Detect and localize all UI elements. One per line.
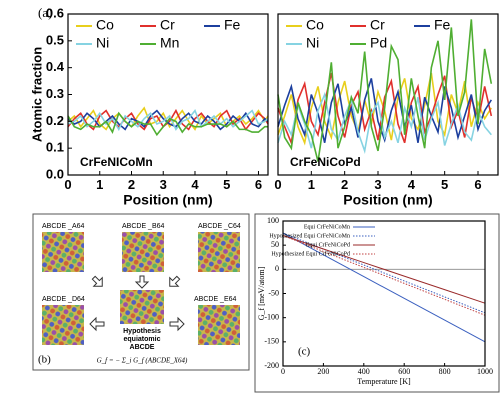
x-tick-label: 1000 <box>477 367 493 376</box>
structure-image <box>198 305 240 345</box>
panel-b: ABCDE _A64 ABCDE _B64 ABCDE _C64 ABCDE _… <box>32 213 250 371</box>
arrow <box>89 316 105 332</box>
x-tick-label: 4 <box>191 177 199 192</box>
legend-label: Hypothesized Equi CrFeNiCoMn <box>269 233 350 239</box>
x-tick-label: 0 <box>281 367 285 376</box>
legend-label: Hypothesized Equi CrFeNiCoPd <box>271 251 350 257</box>
legend-label: Ni <box>96 35 109 51</box>
legend-label: Mn <box>160 35 179 51</box>
center-label: Hypothesis <box>123 328 161 335</box>
node-label: ABCDE _D64 <box>42 296 85 303</box>
x-tick-label: 200 <box>317 367 329 376</box>
y-tick-label: 0.0 <box>46 166 64 181</box>
y-tick-label: 0.6 <box>46 5 64 20</box>
y-tick-label: 0.3 <box>46 86 64 101</box>
annotation: CrFeNiCoPd <box>290 155 361 169</box>
node-label: ABCDE _C64 <box>198 223 241 230</box>
formula: G_f = − Σ_i G_f (ABCDE_X64) <box>97 357 188 365</box>
x-tick-label: 1 <box>308 177 315 192</box>
y-tick-label: 100 <box>267 216 279 225</box>
y-tick-label: -150 <box>264 337 279 346</box>
legend-label: Cr <box>370 17 385 33</box>
arrow <box>91 275 103 287</box>
node-label: ABCDE _E64 <box>194 296 237 303</box>
x-axis-label: Temperature [K] <box>357 377 411 386</box>
x-tick-label: 0 <box>64 177 71 192</box>
x-tick-label: 1 <box>96 177 103 192</box>
legend-label: Cr <box>160 17 175 33</box>
series-line <box>277 91 492 154</box>
y-tick-label: 0.2 <box>46 113 64 128</box>
legend-label: Co <box>306 17 324 33</box>
legend-label: Co <box>96 17 114 33</box>
node-label: ABCDE _A64 <box>42 223 85 230</box>
structure-image <box>122 232 164 272</box>
x-tick-label: 2 <box>128 177 135 192</box>
y-tick-label: 0.5 <box>46 32 64 47</box>
panel-frame <box>254 213 500 393</box>
x-tick-label: 400 <box>358 367 370 376</box>
series-line <box>67 109 269 132</box>
series-line <box>282 232 486 343</box>
annotation: CrFeNICoMn <box>80 155 153 169</box>
legend-label: Ni <box>306 35 319 51</box>
y-tick-label: -100 <box>264 312 279 321</box>
x-tick-label: 5 <box>223 177 230 192</box>
arrow <box>169 316 185 332</box>
x-axis-label: Position (nm) <box>343 192 432 208</box>
y-tick-label: 0 <box>275 264 279 273</box>
x-tick-label: 600 <box>398 367 410 376</box>
y-tick-label: -50 <box>268 288 279 297</box>
series-line <box>282 235 486 316</box>
x-tick-label: 800 <box>439 367 451 376</box>
legend-label: Pd <box>370 35 387 51</box>
series-line <box>277 78 493 143</box>
plot-frame <box>277 13 499 176</box>
x-tick-label: 6 <box>474 177 481 192</box>
x-tick-label: 3 <box>160 177 167 192</box>
legend-label: Equi CrFeNiCoMn <box>304 224 350 230</box>
y-tick-label: 0.1 <box>46 140 64 155</box>
y-tick-label: 50 <box>271 240 279 249</box>
x-tick-label: 2 <box>341 177 348 192</box>
series-line <box>277 72 493 146</box>
x-tick-label: 4 <box>408 177 416 192</box>
panel-label: (c) <box>298 346 311 358</box>
x-tick-label: 5 <box>441 177 448 192</box>
structure-image <box>198 232 240 272</box>
x-tick-label: 6 <box>255 177 262 192</box>
x-axis-label: Position (nm) <box>123 192 212 208</box>
y-axis-label: Atomic fraction <box>29 47 44 142</box>
structure-image <box>120 290 164 324</box>
y-tick-label: 0.4 <box>46 59 65 74</box>
panel-label: (a) <box>38 5 52 20</box>
legend-label: Fe <box>434 17 451 33</box>
x-tick-label: 3 <box>374 177 381 192</box>
series-line <box>67 111 268 137</box>
center-label: ABCDE <box>130 344 155 351</box>
legend-label: Fe <box>224 17 241 33</box>
legend-label: Equi CrFeNiCoPd <box>306 242 350 248</box>
x-tick-label: 0 <box>274 177 281 192</box>
series-line <box>282 235 486 304</box>
y-tick-label: -200 <box>264 361 279 370</box>
node-label: ABCDE _B64 <box>122 223 165 230</box>
y-axis-label: G_f [meV/atom] <box>257 266 266 320</box>
arrow <box>169 275 181 287</box>
series-line <box>277 19 493 162</box>
structure-image <box>42 305 84 345</box>
arrow <box>134 275 150 289</box>
panel-label: (b) <box>38 354 51 366</box>
center-label: equiatomic <box>124 336 161 343</box>
structure-image <box>42 232 84 272</box>
